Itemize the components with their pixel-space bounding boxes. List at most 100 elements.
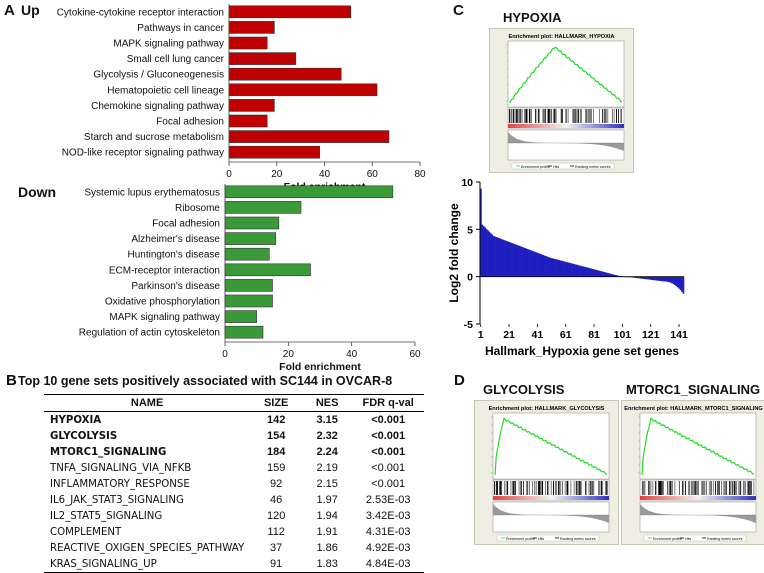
fc-bar — [671, 276, 673, 284]
cell-fdr: 4.92E-03 — [365, 542, 411, 554]
fc-bar — [679, 276, 682, 291]
cell-nes: 3.15 — [316, 414, 338, 426]
cell-fdr: <0.001 — [371, 446, 406, 458]
down-bar — [224, 216, 280, 230]
fc-bar — [548, 257, 550, 277]
fc-bar — [489, 233, 492, 277]
table-row: KRAS_SIGNALING_UP 91 1.83 4.84E-03 — [44, 556, 425, 573]
fc-bar — [662, 276, 665, 282]
gsea-plot-title: Enrichment plot: HALLMARK_HYPOXIA — [509, 34, 615, 40]
cell-fdr: <0.001 — [371, 462, 406, 474]
fc-bar — [576, 264, 579, 277]
down-bar — [224, 247, 270, 261]
cell-name: IL2_STAT5_SIGNALING — [50, 510, 163, 522]
up-x-tick-label: 40 — [319, 169, 331, 180]
fc-bar — [616, 275, 618, 277]
fc-bar — [560, 260, 563, 277]
down-bar — [224, 279, 273, 292]
fc-bar — [577, 265, 580, 277]
fc-bar — [608, 273, 611, 277]
fc-bar — [650, 276, 652, 280]
glycolysis-enrichment-plot: Enrichment plot: HALLMARK_GLYCOLYSIS Enri… — [474, 400, 619, 545]
fc-bar — [531, 250, 533, 277]
fc-bar — [556, 259, 559, 277]
table-header-row: NAME SIZE NES FDR q-val — [44, 394, 425, 412]
fc-bar — [584, 267, 587, 277]
fc-y-tick-label: 5 — [467, 224, 473, 236]
down-bar — [224, 201, 302, 214]
fc-bar — [574, 264, 577, 277]
cell-name: INFLAMMATORY_RESPONSE — [50, 478, 190, 490]
table-row: HYPOXIA 142 3.15 <0.001 — [44, 412, 424, 429]
up-x-tick-label: 80 — [414, 169, 426, 180]
mtorc1-enrichment-plot: Enrichment plot: HALLMARK_MTORC1_SIGNALI… — [621, 400, 764, 545]
fc-bar — [672, 276, 675, 285]
fc-bar — [523, 247, 526, 277]
cell-size: 37 — [270, 542, 283, 554]
cell-nes: 1.91 — [316, 526, 338, 538]
fc-bar — [506, 241, 509, 277]
cell-name: REACTIVE_OXIGEN_SPECIES_PATHWAY — [50, 542, 245, 554]
cell-name: COMPLEMENT — [50, 526, 122, 538]
fc-bar — [579, 265, 581, 277]
up-category-label: Focal adhesion — [156, 117, 224, 128]
cell-fdr: <0.001 — [371, 430, 406, 442]
fc-bar — [550, 258, 553, 277]
fc-bar — [539, 253, 542, 277]
cell-name: IL6_JAK_STAT3_SIGNALING — [50, 494, 184, 506]
fc-bar — [522, 247, 525, 277]
cell-size: 112 — [267, 526, 285, 538]
fc-bar — [645, 276, 648, 280]
fc-bar — [580, 265, 583, 277]
fc-bar — [596, 270, 598, 277]
fc-bar — [635, 276, 638, 279]
gsea-legend-label: Ranking metric scores — [560, 537, 596, 541]
down-category-label: Ribosome — [175, 203, 220, 214]
fc-bar — [484, 227, 486, 277]
fc-bar — [526, 249, 529, 277]
cell-nes: 1.86 — [316, 542, 338, 554]
cell-name: KRAS_SIGNALING_UP — [44, 556, 251, 573]
fc-bar — [504, 240, 506, 277]
fc-bar — [668, 276, 671, 283]
down-category-label: Alzheimer's disease — [131, 234, 220, 245]
gene-set-table: NAME SIZE NES FDR q-val HYPOXIA 142 3.15 <0… — [44, 394, 425, 573]
up-bar — [228, 36, 268, 50]
up-x-tick-label: 0 — [226, 169, 232, 180]
header-name: NAME — [44, 394, 251, 412]
fc-bar — [481, 224, 484, 277]
fc-bar — [572, 263, 574, 277]
down-category-label: ECM-receptor interaction — [109, 265, 220, 276]
up-bar — [228, 130, 390, 143]
fc-bar — [587, 267, 590, 277]
fc-bar — [498, 238, 501, 277]
fc-bar — [480, 188, 482, 277]
fc-bar — [485, 228, 488, 277]
mtorc1-title: MTORC1_SIGNALING — [626, 382, 761, 397]
fc-bar — [594, 269, 597, 277]
gsea-legend-label: Enrichment profile — [521, 165, 550, 169]
fc-bar — [611, 274, 614, 277]
down-x-tick-label: 20 — [283, 349, 295, 360]
down-bar — [224, 185, 394, 199]
cell-nes: 1.97 — [316, 494, 338, 506]
table-row: COMPLEMENT 112 1.91 4.31E-03 — [44, 524, 424, 540]
down-bar — [224, 263, 311, 277]
fc-y-tick-label: -5 — [464, 319, 473, 331]
fc-bar — [582, 266, 584, 277]
fc-bar — [482, 226, 485, 277]
enrichment-profile-line — [494, 417, 608, 476]
cell-size: 184 — [266, 446, 286, 458]
fc-bar — [565, 261, 567, 277]
table-row: INFLAMMATORY_RESPONSE 92 2.15 <0.001 — [44, 476, 424, 492]
fc-bar — [505, 240, 508, 277]
down-section-title: Down — [18, 184, 57, 200]
fc-bar — [661, 276, 664, 282]
gsea-legend-label: Ranking metric scores — [575, 165, 611, 169]
fc-bar — [555, 259, 557, 277]
fc-bar — [654, 276, 656, 281]
down-x-tick-label: 60 — [409, 349, 421, 360]
hits-barcode — [508, 109, 622, 123]
table-row: IL2_STAT5_SIGNALING 120 1.94 3.42E-03 — [44, 508, 424, 524]
